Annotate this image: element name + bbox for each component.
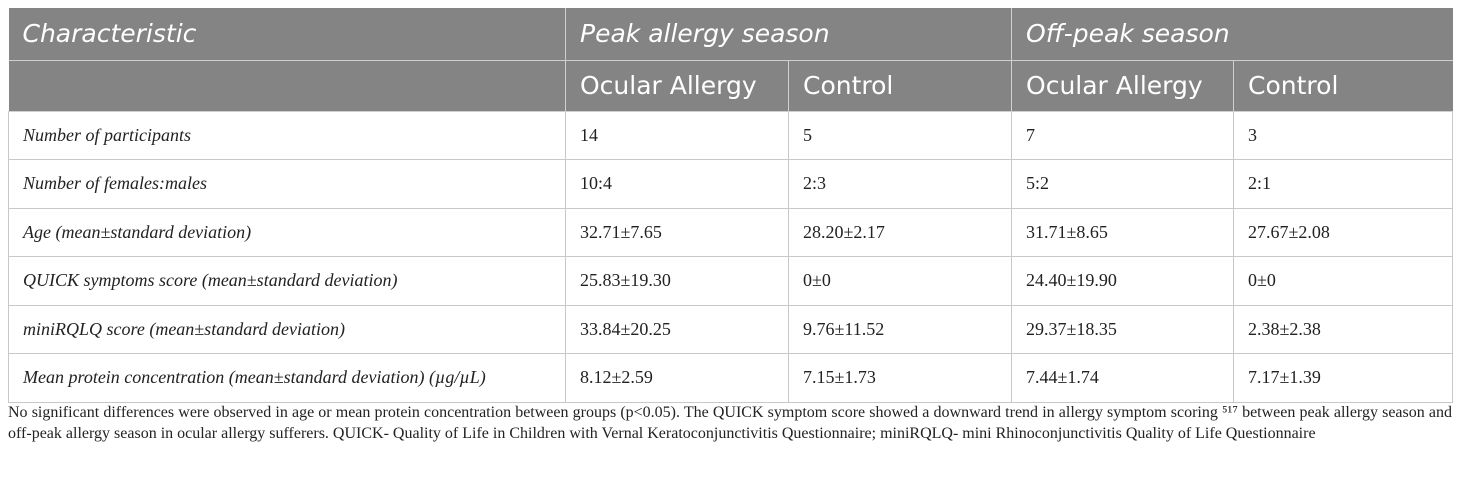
table-cell: 5 [787, 110, 1013, 160]
table-cell: 10:4 [565, 159, 789, 209]
header-peak-ocular-allergy: Ocular Allergy [565, 60, 789, 112]
table-cell: 7.44±1.74 [1011, 353, 1235, 403]
table-cell: 28.20±2.17 [787, 207, 1013, 257]
table-row: miniRQLQ score (mean±standard deviation)… [8, 304, 1454, 354]
characteristics-table: Characteristic Peak allergy season Off-p… [8, 8, 1454, 403]
header-offpeak-control: Control [1233, 60, 1453, 112]
table-cell: 2.38±2.38 [1233, 304, 1454, 354]
table-cell: 25.83±19.30 [565, 256, 789, 306]
table-footnote: No significant differences were observed… [8, 404, 1452, 442]
table-cell: 29.37±18.35 [1011, 304, 1235, 354]
table-cell: 0±0 [787, 256, 1013, 306]
table-cell: 32.71±7.65 [565, 207, 789, 257]
table-cell: 2:1 [1233, 159, 1454, 209]
table-cell: 7 [1011, 110, 1235, 160]
table-cell: 24.40±19.90 [1011, 256, 1235, 306]
header-peak-control: Control [788, 60, 1013, 112]
header-offpeak-season: Off-peak season [1011, 8, 1453, 61]
table-row: Number of females:males 10:4 2:3 5:2 2:1 [8, 159, 1454, 209]
table-row: Number of participants 14 5 7 3 [8, 110, 1454, 160]
table-row: Mean protein concentration (mean±standar… [8, 353, 1454, 403]
table-cell: 3 [1233, 110, 1454, 160]
table-row: QUICK symptoms score (mean±standard devi… [8, 256, 1454, 306]
row-label: Age (mean±standard deviation) [8, 207, 566, 257]
table-cell: 31.71±8.65 [1011, 207, 1235, 257]
row-label: Number of females:males [8, 159, 566, 209]
table-row: Age (mean±standard deviation) 32.71±7.65… [8, 207, 1454, 257]
row-label: QUICK symptoms score (mean±standard devi… [8, 256, 566, 306]
row-label: Number of participants [8, 110, 566, 160]
row-label: miniRQLQ score (mean±standard deviation) [8, 304, 566, 354]
header-peak-season: Peak allergy season [565, 8, 1013, 61]
header-offpeak-ocular-allergy: Ocular Allergy [1011, 60, 1235, 112]
row-label: Mean protein concentration (mean±standar… [8, 353, 566, 403]
table-cell: 8.12±2.59 [565, 353, 789, 403]
table-cell: 7.17±1.39 [1233, 353, 1454, 403]
table-cell: 33.84±20.25 [565, 304, 789, 354]
table-cell: 0±0 [1233, 256, 1454, 306]
table-cell: 5:2 [1011, 159, 1235, 209]
table-cell: 9.76±11.52 [787, 304, 1013, 354]
header-blank [8, 60, 566, 112]
table-cell: 7.15±1.73 [787, 353, 1013, 403]
table-cell: 2:3 [787, 159, 1013, 209]
table-cell: 27.67±2.08 [1233, 207, 1454, 257]
header-characteristic: Characteristic [8, 8, 566, 61]
table-cell: 14 [565, 110, 789, 160]
